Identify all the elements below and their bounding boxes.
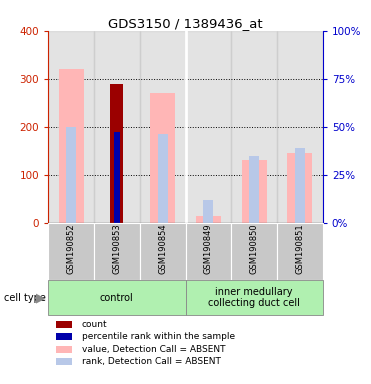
Text: rank, Detection Call = ABSENT: rank, Detection Call = ABSENT [82, 357, 220, 366]
Bar [277, 31, 323, 223]
Text: percentile rank within the sample: percentile rank within the sample [82, 332, 235, 341]
Bar [231, 223, 277, 280]
Bar [231, 31, 277, 223]
Bar [140, 223, 186, 280]
Bar [140, 31, 186, 223]
Bar [48, 280, 186, 315]
Bar [287, 153, 312, 223]
Bar [111, 84, 123, 223]
Bar [196, 215, 221, 223]
Bar [277, 223, 323, 280]
Text: inner medullary
collecting duct cell: inner medullary collecting duct cell [208, 287, 300, 308]
Bar [94, 223, 140, 280]
Text: GSM190853: GSM190853 [112, 223, 121, 274]
Bar [59, 69, 84, 223]
Bar [295, 148, 305, 223]
Bar [203, 200, 213, 223]
Bar [48, 223, 94, 280]
Text: count: count [82, 320, 107, 329]
Bar [66, 127, 76, 223]
Text: GSM190849: GSM190849 [204, 223, 213, 274]
Bar [150, 93, 175, 223]
Title: GDS3150 / 1389436_at: GDS3150 / 1389436_at [108, 17, 263, 30]
Text: value, Detection Call = ABSENT: value, Detection Call = ABSENT [82, 344, 225, 354]
Text: GSM190851: GSM190851 [295, 223, 304, 274]
Text: ▶: ▶ [36, 291, 45, 304]
Bar [242, 161, 267, 223]
Text: GSM190850: GSM190850 [250, 223, 259, 274]
Bar [186, 280, 323, 315]
Text: GSM190854: GSM190854 [158, 223, 167, 274]
Text: control: control [100, 293, 134, 303]
Bar [186, 31, 231, 223]
Bar [48, 31, 94, 223]
Bar [186, 223, 231, 280]
Bar [114, 131, 119, 223]
Text: cell type: cell type [4, 293, 46, 303]
Bar [249, 156, 259, 223]
Bar [94, 31, 140, 223]
Bar [158, 134, 168, 223]
Text: GSM190852: GSM190852 [67, 223, 76, 274]
